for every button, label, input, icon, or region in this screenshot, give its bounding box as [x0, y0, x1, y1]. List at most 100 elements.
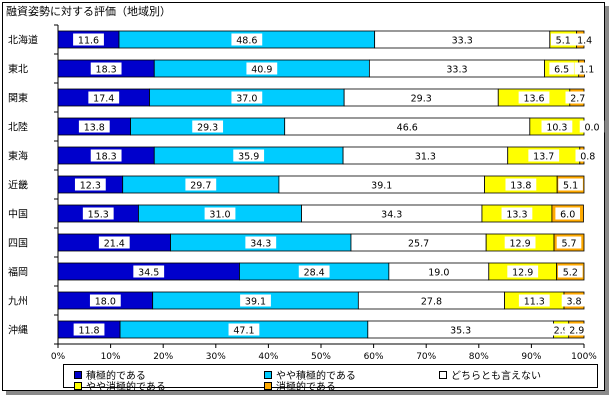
data-label: 29.7: [190, 181, 211, 192]
x-tick-label: 0%: [51, 352, 66, 362]
legend-label: 消極的である: [276, 382, 336, 393]
data-label: 18.3: [96, 65, 117, 76]
data-label-bg: [391, 120, 423, 133]
legend-item: どちらとも言えない: [439, 367, 541, 382]
data-label-bg: [528, 149, 560, 162]
data-label-bg: [240, 294, 271, 307]
legend-swatch: [264, 370, 272, 379]
data-label-bg: [246, 62, 278, 75]
data-label-bg: [204, 207, 236, 220]
data-label: 18.3: [96, 152, 117, 163]
x-tick-label: 40%: [258, 352, 278, 362]
data-label-bg: [555, 207, 580, 220]
data-label: 1.1: [579, 65, 594, 76]
data-label-bg: [376, 207, 408, 220]
data-label: 46.6: [397, 123, 418, 134]
data-label-bg: [505, 178, 537, 191]
data-label-bg: [518, 294, 550, 307]
data-label-bg: [228, 323, 260, 336]
data-label: 31.3: [415, 152, 436, 163]
data-label: 5.7: [561, 239, 576, 250]
data-label-bg: [90, 149, 122, 162]
data-label-bg: [231, 91, 263, 104]
chart-legend: 積極的である やや積極的である どちらとも言えないやや消極的である 消極的である: [63, 364, 598, 393]
data-label: 21.4: [104, 239, 125, 250]
data-label: 12.9: [510, 239, 531, 250]
data-label-bg: [403, 236, 434, 249]
data-label: 5.1: [563, 181, 578, 192]
data-label-bg: [507, 265, 539, 278]
data-label-bg: [541, 120, 573, 133]
category-label: 福岡: [8, 266, 28, 279]
data-label-bg: [558, 265, 583, 278]
data-label-bg: [231, 33, 263, 46]
legend-item: 積極的である: [74, 367, 146, 382]
data-label: 12.3: [80, 181, 101, 192]
data-label-bg: [89, 294, 121, 307]
data-label-bg: [561, 294, 587, 307]
data-label-bg: [73, 33, 104, 46]
legend-swatch: [439, 370, 447, 379]
data-label: 3.8: [566, 297, 581, 308]
data-label: 29.3: [197, 123, 218, 134]
data-label: 35.3: [450, 326, 471, 337]
data-label-bg: [518, 91, 550, 104]
data-label: 28.4: [304, 268, 325, 279]
data-label: 2.9: [554, 326, 569, 337]
legend-label: 積極的である: [86, 371, 146, 382]
data-label-bg: [192, 120, 224, 133]
legend-label: やや消極的である: [86, 382, 166, 393]
x-tick-label: 100%: [571, 352, 597, 362]
category-label: 中国: [8, 208, 28, 221]
category-label: 北陸: [8, 121, 28, 134]
data-label: 40.9: [251, 65, 272, 76]
data-label: 34.5: [138, 268, 159, 279]
data-label: 0.0: [584, 123, 599, 134]
category-label: 沖縄: [8, 324, 28, 337]
data-label: 13.6: [523, 94, 544, 105]
data-label: 31.0: [209, 210, 230, 221]
data-label: 0.8: [580, 152, 595, 163]
data-label-bg: [88, 91, 120, 104]
data-label-bg: [78, 120, 110, 133]
data-label-bg: [445, 323, 477, 336]
data-label-bg: [565, 91, 591, 104]
legend-swatch: [74, 381, 82, 390]
data-label-bg: [245, 236, 277, 249]
category-label: 関東: [8, 92, 28, 105]
data-label: 17.4: [93, 94, 114, 105]
data-label: 18.0: [95, 297, 116, 308]
data-label-bg: [501, 207, 533, 220]
data-label: 11.3: [524, 297, 545, 308]
data-label-bg: [90, 62, 122, 75]
x-tick-label: 70%: [416, 352, 436, 362]
data-label-bg: [133, 265, 165, 278]
category-label: 四国: [8, 238, 28, 250]
data-label-bg: [549, 62, 574, 75]
data-label-bg: [98, 236, 130, 249]
data-label: 37.0: [236, 94, 257, 105]
data-label: 48.6: [236, 36, 257, 47]
data-label-bg: [564, 323, 590, 336]
data-label-bg: [298, 265, 330, 278]
data-label-bg: [366, 178, 398, 191]
data-label-bg: [185, 178, 217, 191]
data-label-bg: [550, 33, 576, 46]
data-label: 6.5: [554, 65, 569, 76]
data-label: 29.3: [411, 94, 432, 105]
chart-title: 融資姿勢に対する評価（地域別）: [6, 5, 171, 18]
data-label-bg: [405, 91, 437, 104]
data-label: 39.1: [245, 297, 266, 308]
data-label: 34.3: [250, 239, 271, 250]
legend-label: やや積極的である: [276, 371, 356, 382]
data-label: 5.1: [556, 36, 571, 47]
legend-item: やや消極的である: [74, 378, 166, 393]
data-label: 10.3: [546, 123, 567, 134]
data-label: 47.1: [233, 326, 254, 337]
data-label-bg: [446, 33, 478, 46]
data-label-bg: [579, 120, 605, 133]
data-label: 27.8: [421, 297, 442, 308]
x-tick-label: 50%: [311, 352, 331, 362]
data-label: 13.7: [533, 152, 554, 163]
